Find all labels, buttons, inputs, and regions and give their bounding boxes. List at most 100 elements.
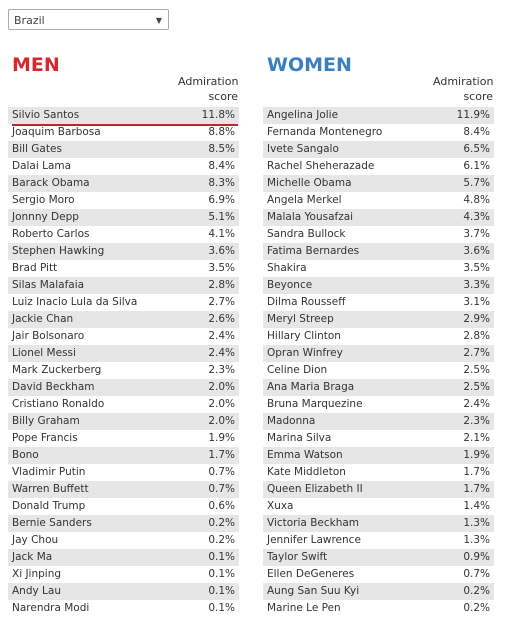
person-name: Ivete Sangalo (267, 143, 339, 155)
person-name: Billy Graham (12, 415, 80, 427)
person-name: Angela Merkel (267, 194, 342, 206)
admiration-score: 2.5% (463, 364, 490, 376)
admiration-score: 3.5% (463, 262, 490, 274)
admiration-score: 5.1% (208, 211, 235, 223)
admiration-score: 5.7% (463, 177, 490, 189)
table-row: Mark Zuckerberg 2.3% (8, 362, 239, 379)
admiration-score: 1.9% (208, 432, 235, 444)
table-row: Victoria Beckham 1.3% (263, 515, 494, 532)
person-name: Roberto Carlos (12, 228, 90, 240)
admiration-score: 3.1% (463, 296, 490, 308)
person-name: Silvio Santos (12, 109, 80, 121)
table-row: Andy Lau 0.1% (8, 583, 239, 600)
table-row: Joaquim Barbosa 8.8% (8, 124, 239, 141)
admiration-score: 2.4% (208, 330, 235, 342)
admiration-score: 2.3% (463, 415, 490, 427)
admiration-score: 8.3% (208, 177, 235, 189)
admiration-score: 2.0% (208, 398, 235, 410)
admiration-score: 0.9% (463, 551, 490, 563)
table-row: Jair Bolsonaro 2.4% (8, 328, 239, 345)
table-row: Kate Middleton 1.7% (263, 464, 494, 481)
table-row: Jack Ma 0.1% (8, 549, 239, 566)
table-row: Stephen Hawking 3.6% (8, 243, 239, 260)
table-row: Aung San Suu Kyi 0.2% (263, 583, 494, 600)
admiration-score: 11.8% (201, 109, 235, 121)
table-row: Dilma Rousseff 3.1% (263, 294, 494, 311)
person-name: Jennifer Lawrence (267, 534, 361, 546)
person-name: Victoria Beckham (267, 517, 360, 529)
admiration-score: 2.7% (463, 347, 490, 359)
person-name: Jonnny Depp (12, 211, 79, 223)
person-name: Marina Silva (267, 432, 332, 444)
person-name: Barack Obama (12, 177, 90, 189)
person-name: Queen Elizabeth II (267, 483, 363, 495)
admiration-score: 0.7% (208, 466, 235, 478)
admiration-score: 1.7% (208, 449, 235, 461)
score-header: Admiration score (433, 75, 494, 103)
table-row: Cristiano Ronaldo 2.0% (8, 396, 239, 413)
table-row: Queen Elizabeth II 1.7% (263, 481, 494, 498)
admiration-score: 2.8% (208, 279, 235, 291)
person-name: Dalai Lama (12, 160, 72, 172)
person-name: Kate Middleton (267, 466, 346, 478)
person-name: Beyonce (267, 279, 313, 291)
person-name: Jackie Chan (12, 313, 74, 325)
table-row: Rachel Sheherazade 6.1% (263, 158, 494, 175)
table-row: Marine Le Pen 0.2% (263, 600, 494, 617)
admiration-score: 2.4% (208, 347, 235, 359)
person-name: Madonna (267, 415, 316, 427)
person-name: Bruna Marquezine (267, 398, 363, 410)
admiration-score: 0.2% (463, 585, 490, 597)
person-name: Pope Francis (12, 432, 78, 444)
person-name: Joaquim Barbosa (12, 126, 101, 138)
admiration-score: 8.4% (208, 160, 235, 172)
person-name: Xuxa (267, 500, 294, 512)
admiration-score: 8.4% (463, 126, 490, 138)
men-table: Silvio Santos 11.8% Joaquim Barbosa 8.8% Bil… (8, 107, 239, 617)
admiration-score: 2.8% (463, 330, 490, 342)
person-name: Stephen Hawking (12, 245, 105, 257)
person-name: Aung San Suu Kyi (267, 585, 360, 597)
women-table: Angelina Jolie 11.9% Fernanda Montenegro 8.… (263, 107, 494, 617)
person-name: Shakira (267, 262, 307, 274)
person-name: Xi Jinping (12, 568, 62, 580)
person-name: Luiz Inacio Lula da Silva (12, 296, 138, 308)
admiration-score: 1.7% (463, 466, 490, 478)
person-name: Fatima Bernardes (267, 245, 360, 257)
table-row: Sandra Bullock 3.7% (263, 226, 494, 243)
person-name: Ellen DeGeneres (267, 568, 355, 580)
person-name: Narendra Modi (12, 602, 90, 614)
admiration-score: 11.9% (456, 109, 490, 121)
admiration-score: 3.3% (463, 279, 490, 291)
person-name: Cristiano Ronaldo (12, 398, 105, 410)
person-name: Celine Dion (267, 364, 328, 376)
score-header: Admiration score (178, 75, 239, 103)
table-row: Bruna Marquezine 2.4% (263, 396, 494, 413)
table-row: Narendra Modi 0.1% (8, 600, 239, 617)
person-name: David Beckham (12, 381, 95, 393)
table-row: Ellen DeGeneres 0.7% (263, 566, 494, 583)
men-title: MEN (12, 54, 60, 76)
admiration-score: 0.7% (463, 568, 490, 580)
table-row: Celine Dion 2.5% (263, 362, 494, 379)
admiration-score: 2.0% (208, 415, 235, 427)
admiration-score: 0.2% (463, 602, 490, 614)
table-row: Angela Merkel 4.8% (263, 192, 494, 209)
table-row: Lionel Messi 2.4% (8, 345, 239, 362)
person-name: Jay Chou (12, 534, 59, 546)
person-name: Ana Maria Braga (267, 381, 355, 393)
table-row: Dalai Lama 8.4% (8, 158, 239, 175)
dropdown-arrow: ▼ (155, 16, 162, 25)
table-row: Silvio Santos 11.8% (8, 107, 239, 124)
admiration-score: 0.2% (208, 517, 235, 529)
table-row: Beyonce 3.3% (263, 277, 494, 294)
table-row: Fatima Bernardes 3.6% (263, 243, 494, 260)
table-row: Xi Jinping 0.1% (8, 566, 239, 583)
admiration-score: 2.3% (208, 364, 235, 376)
person-name: Sergio Moro (12, 194, 75, 206)
person-name: Donald Trump (12, 500, 86, 512)
country-dropdown[interactable]: Brazil ▼ (8, 9, 169, 30)
admiration-score: 8.5% (208, 143, 235, 155)
admiration-score: 2.7% (208, 296, 235, 308)
